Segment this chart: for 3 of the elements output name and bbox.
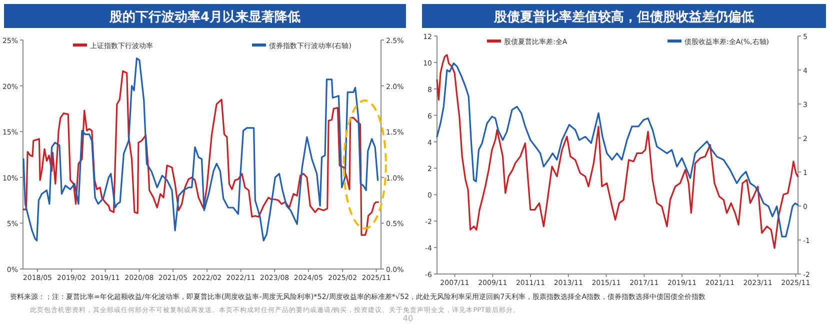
chart-title: 股的下行波动率4月以来显著降低	[108, 9, 301, 25]
text: 40	[402, 314, 414, 323]
chart-title: 股债夏普比率差值较高，但债股收益差仍偏低	[493, 9, 754, 25]
